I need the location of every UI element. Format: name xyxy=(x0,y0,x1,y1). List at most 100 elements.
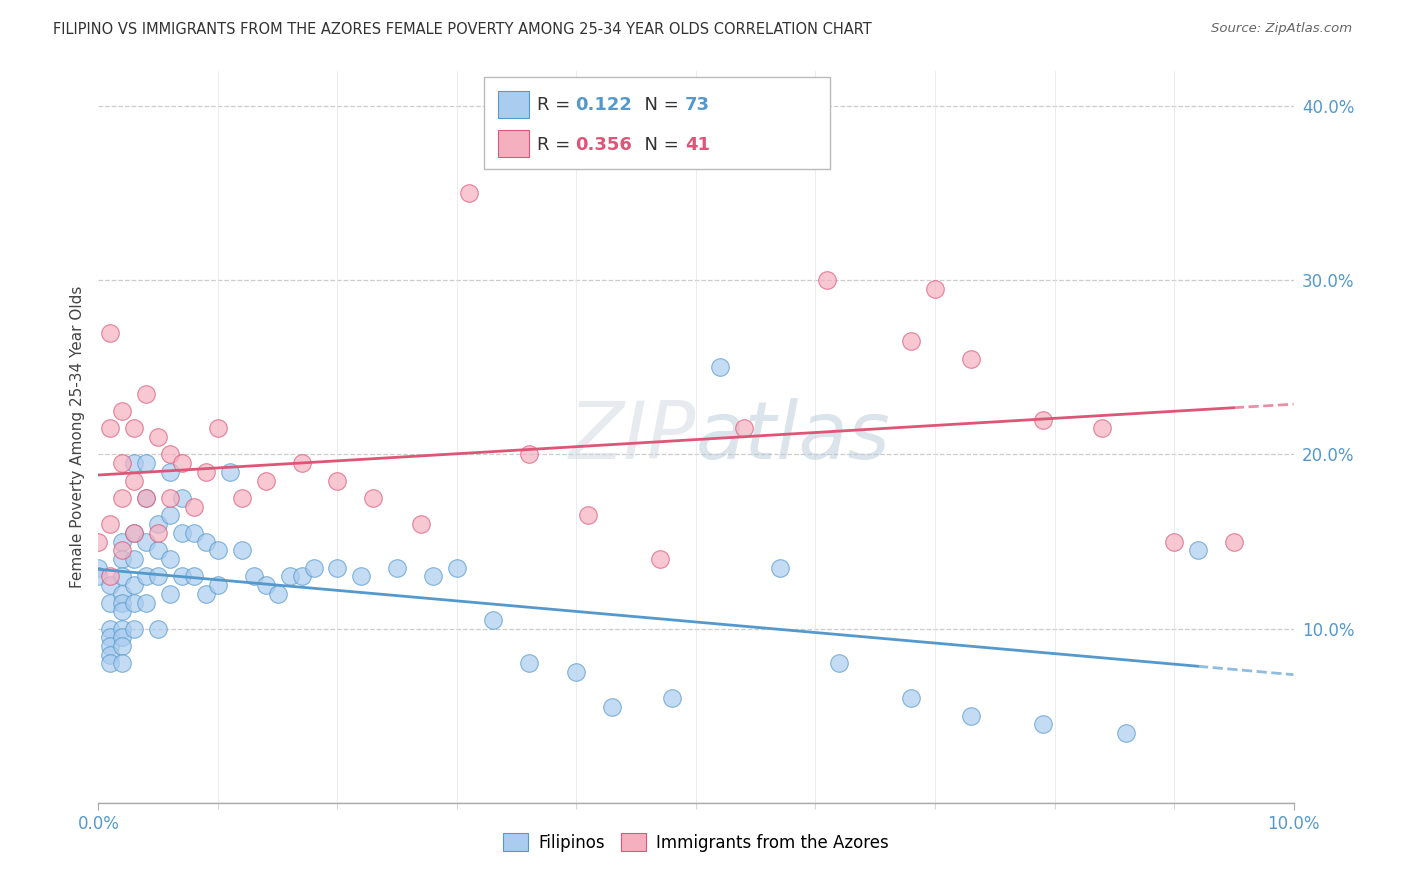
Point xyxy=(98,648,122,662)
Point xyxy=(769,560,792,574)
Point xyxy=(172,491,194,505)
Point xyxy=(195,465,218,479)
Point xyxy=(207,578,229,592)
Point xyxy=(172,569,194,583)
Point xyxy=(98,631,122,645)
Point xyxy=(517,657,540,671)
Point xyxy=(482,613,505,627)
Point xyxy=(326,560,349,574)
Point xyxy=(148,569,170,583)
Point xyxy=(1187,543,1209,558)
Point xyxy=(98,421,122,435)
Text: atlas: atlas xyxy=(696,398,891,476)
Point xyxy=(243,569,266,583)
Point xyxy=(159,465,181,479)
Point xyxy=(111,639,134,653)
Point xyxy=(87,569,110,583)
Text: 73: 73 xyxy=(685,96,710,114)
Text: 0.356: 0.356 xyxy=(575,136,631,153)
Point xyxy=(111,587,134,601)
Text: N =: N = xyxy=(633,96,685,114)
Point xyxy=(111,622,134,636)
Point xyxy=(195,587,218,601)
Point xyxy=(135,595,157,609)
Point xyxy=(1091,421,1114,435)
Y-axis label: Female Poverty Among 25-34 Year Olds: Female Poverty Among 25-34 Year Olds xyxy=(69,286,84,588)
Point xyxy=(1032,412,1054,426)
Point xyxy=(124,421,146,435)
Point xyxy=(148,525,170,540)
Point xyxy=(291,569,314,583)
Point xyxy=(87,560,110,574)
Point xyxy=(124,456,146,470)
Point xyxy=(124,474,146,488)
Point xyxy=(1032,717,1054,731)
Point xyxy=(124,622,146,636)
Point xyxy=(517,448,540,462)
Point xyxy=(960,708,983,723)
Point xyxy=(98,517,122,532)
Point xyxy=(124,578,146,592)
Point xyxy=(900,691,922,706)
Legend: Filipinos, Immigrants from the Azores: Filipinos, Immigrants from the Azores xyxy=(495,825,897,860)
Point xyxy=(302,560,325,574)
Point xyxy=(411,517,433,532)
Text: FILIPINO VS IMMIGRANTS FROM THE AZORES FEMALE POVERTY AMONG 25-34 YEAR OLDS CORR: FILIPINO VS IMMIGRANTS FROM THE AZORES F… xyxy=(53,22,872,37)
Point xyxy=(172,525,194,540)
Point xyxy=(111,595,134,609)
Point xyxy=(124,595,146,609)
Point xyxy=(148,430,170,444)
Point xyxy=(291,456,314,470)
Point xyxy=(135,386,157,401)
Point xyxy=(111,657,134,671)
Point xyxy=(124,525,146,540)
Point xyxy=(98,622,122,636)
Point xyxy=(98,578,122,592)
Point xyxy=(815,273,838,287)
Point xyxy=(111,552,134,566)
Point xyxy=(385,560,409,574)
Point xyxy=(159,491,181,505)
Point xyxy=(111,491,134,505)
Point xyxy=(124,525,146,540)
Point xyxy=(111,534,134,549)
Text: N =: N = xyxy=(633,136,685,153)
Point xyxy=(98,595,122,609)
Text: R =: R = xyxy=(537,96,576,114)
Point xyxy=(98,326,122,340)
Point xyxy=(960,351,983,366)
Point xyxy=(661,691,683,706)
Text: R =: R = xyxy=(537,136,576,153)
Point xyxy=(231,543,253,558)
Point xyxy=(111,569,134,583)
Point xyxy=(924,282,946,296)
Point xyxy=(1163,534,1185,549)
Point xyxy=(422,569,444,583)
Point xyxy=(172,456,194,470)
Text: 0.122: 0.122 xyxy=(575,96,631,114)
Point xyxy=(148,543,170,558)
Point xyxy=(148,622,170,636)
Point xyxy=(278,569,301,583)
Point xyxy=(602,700,624,714)
Point xyxy=(254,578,277,592)
Point xyxy=(135,534,157,549)
Point xyxy=(98,639,122,653)
Point xyxy=(124,552,146,566)
Point xyxy=(267,587,290,601)
Point xyxy=(111,404,134,418)
Point xyxy=(1115,726,1137,740)
Point xyxy=(135,569,157,583)
Point xyxy=(159,448,181,462)
Point xyxy=(87,534,110,549)
Point xyxy=(183,569,205,583)
Point xyxy=(565,665,588,680)
Point xyxy=(350,569,373,583)
Point xyxy=(159,508,181,523)
Text: ZIP: ZIP xyxy=(568,398,696,476)
Point xyxy=(98,657,122,671)
Point xyxy=(363,491,385,505)
Point xyxy=(219,465,242,479)
Point xyxy=(1223,534,1246,549)
Point xyxy=(578,508,600,523)
